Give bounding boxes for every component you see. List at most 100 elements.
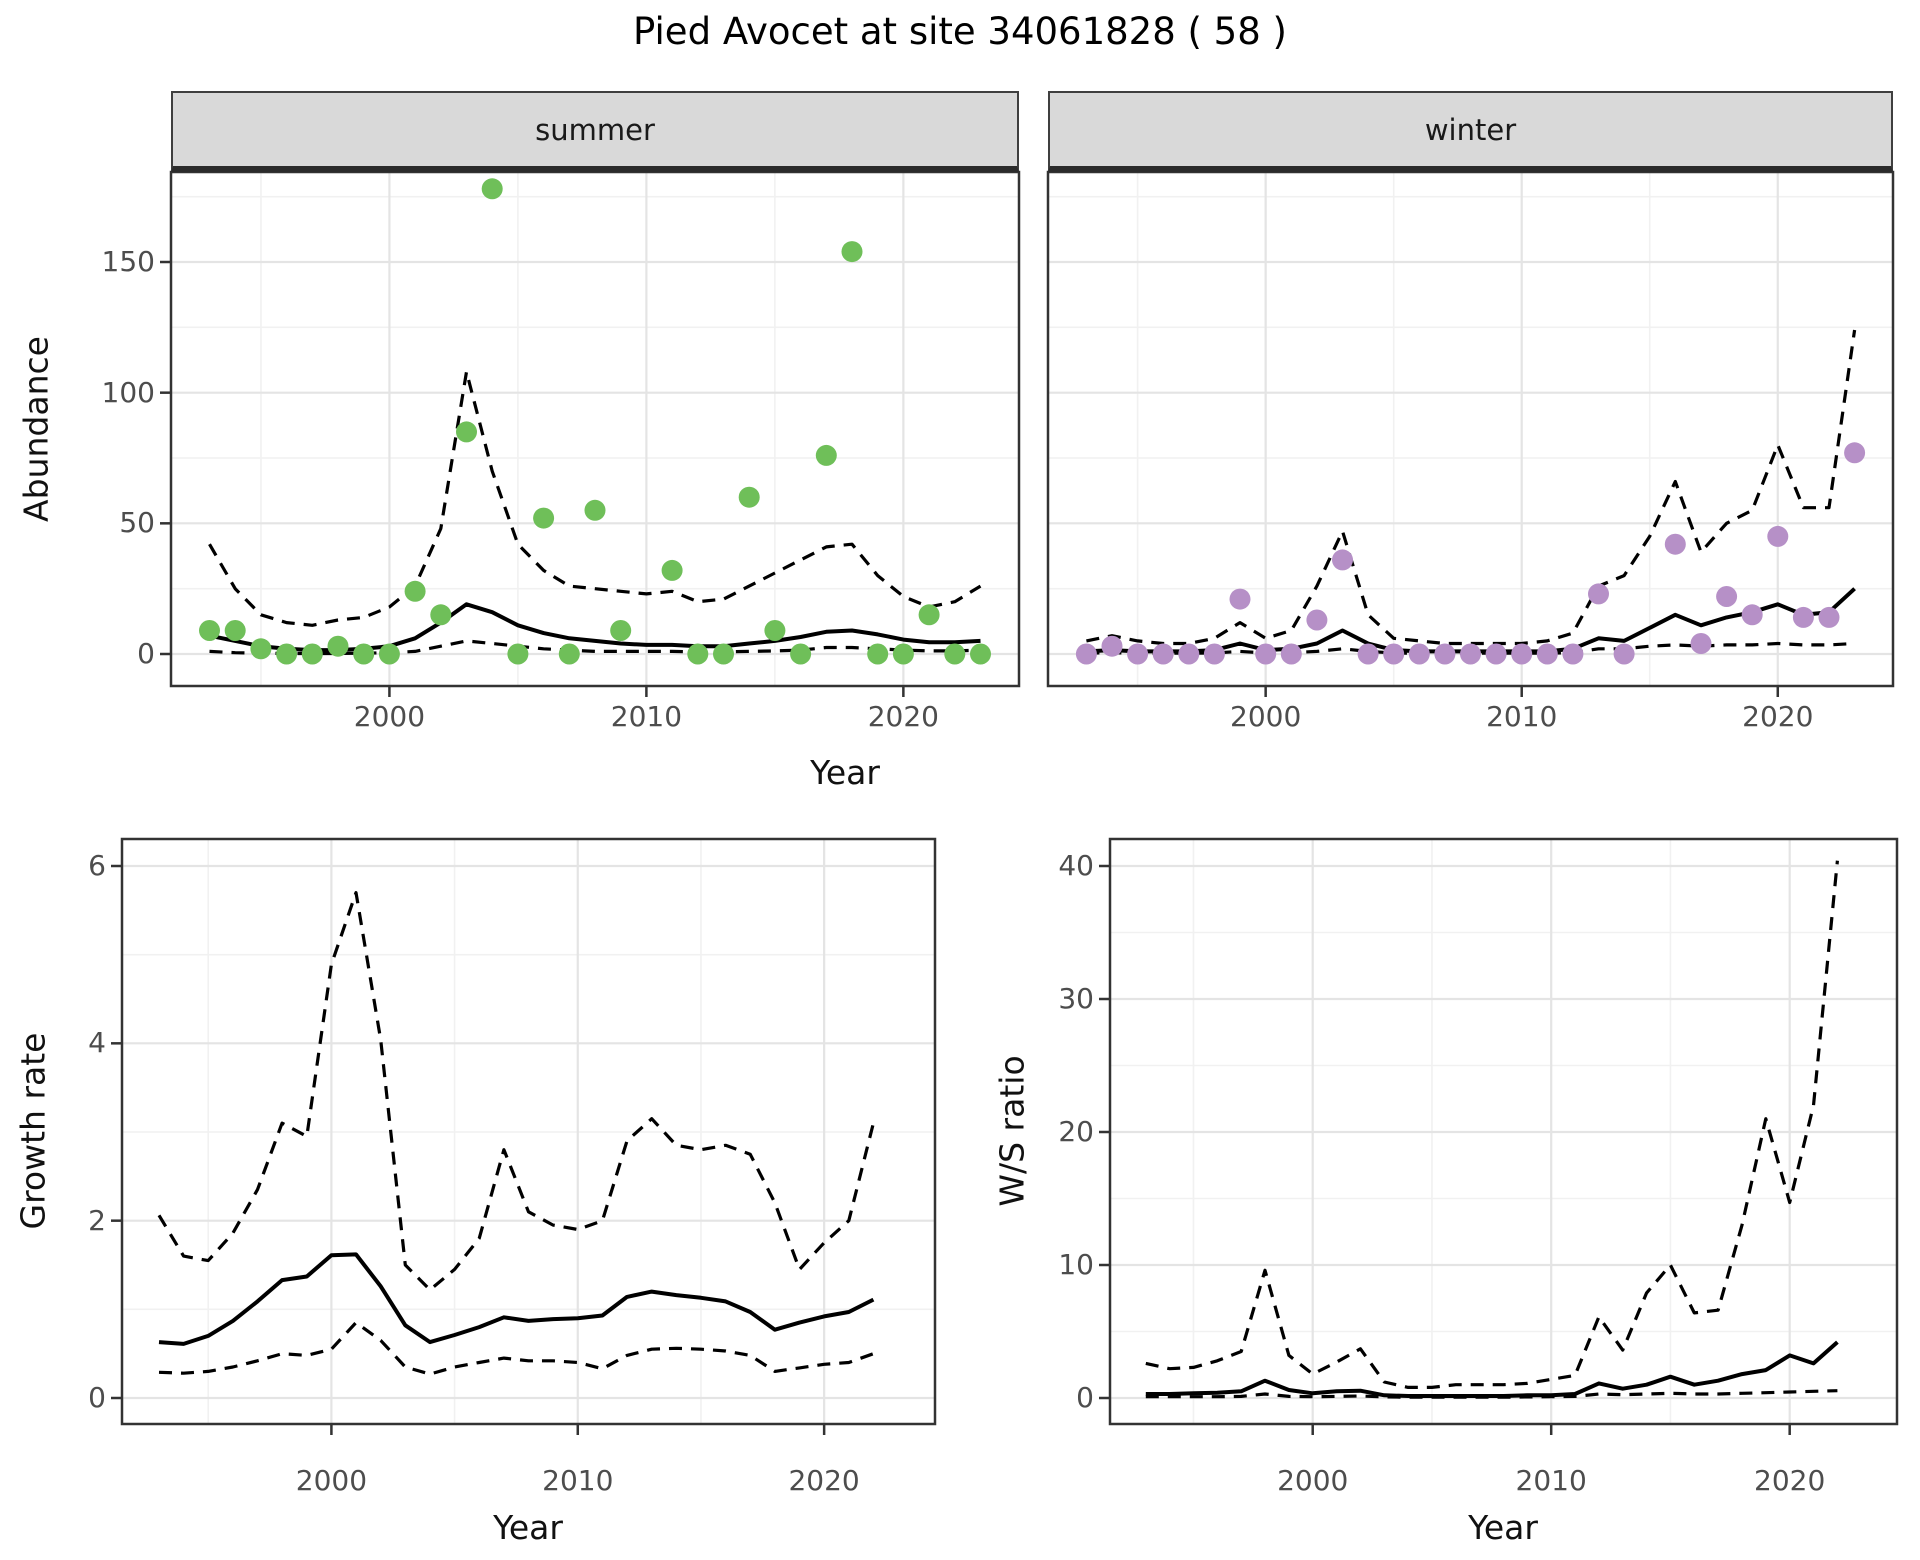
observation-dot-summer-1998: [327, 635, 349, 657]
median-line: [158, 1252, 875, 1346]
observation-dot-winter-1999: [1229, 588, 1251, 610]
observation-dot-winter-2008: [1460, 643, 1481, 665]
observation-dot-winter-2021: [1792, 606, 1814, 628]
observation-dot-summer-1993: [199, 620, 220, 641]
observation-dot-summer-1999: [353, 643, 375, 665]
observation-dot-summer-2000: [378, 643, 400, 665]
observation-dot-summer-2009: [610, 620, 632, 641]
observation-dot-summer-1994: [224, 620, 246, 641]
observation-dot-summer-2020: [892, 643, 914, 665]
observation-dot-winter-2005: [1383, 643, 1405, 665]
observation-dot-winter-2006: [1408, 643, 1430, 665]
observation-dot-winter-2019: [1741, 604, 1763, 626]
observation-dot-winter-2010: [1511, 643, 1533, 665]
panel-border: [169, 170, 1021, 688]
observation-dot-summer-2017: [815, 444, 837, 466]
panel-background: [1048, 172, 1893, 686]
y-tick-label: 100: [101, 375, 155, 409]
observation-dot-winter-2001: [1280, 643, 1302, 665]
observation-dot-winter-2009: [1485, 643, 1507, 665]
x-tick-label: 2020: [1742, 700, 1814, 733]
observation-dot-winter-1996: [1152, 643, 1174, 665]
y-tick-label: 0: [137, 637, 155, 670]
y-tick-label: 2: [88, 1203, 106, 1237]
panel-border: [1108, 837, 1899, 1426]
observation-dot-winter-2022: [1818, 606, 1840, 628]
observation-dot-summer-2013: [713, 643, 734, 665]
observation-dot-summer-2001: [404, 580, 426, 602]
y-tick-label: 150: [101, 245, 155, 278]
observation-dot-summer-2019: [867, 643, 889, 665]
observation-dot-summer-2023: [970, 643, 991, 665]
observation-dot-summer-2004: [481, 178, 503, 200]
observation-dot-summer-2006: [533, 507, 555, 529]
observation-dot-summer-2014: [738, 486, 760, 508]
observation-dot-winter-1993: [1075, 643, 1097, 665]
plot-title: Pied Avocet at site 34061828 ( 58 ): [633, 10, 1287, 53]
ci-upper-line: [1086, 329, 1857, 646]
observation-dot-summer-1995: [250, 638, 272, 660]
observation-dot-winter-2017: [1690, 633, 1712, 654]
x-axis-title-year-ws: Year: [1468, 1508, 1538, 1547]
x-tick-label: 2000: [353, 700, 426, 733]
y-tick-label: 6: [88, 848, 106, 882]
y-tick-label: 10: [1058, 1248, 1094, 1281]
x-tick-label: 2000: [295, 1464, 368, 1497]
observation-dot-winter-2000: [1255, 643, 1277, 665]
ci-upper-line: [1145, 860, 1839, 1390]
observation-dot-summer-2008: [584, 499, 606, 521]
observation-dot-winter-1994: [1101, 635, 1123, 657]
observation-dot-winter-2011: [1536, 643, 1558, 665]
y-tick-label: 30: [1058, 982, 1094, 1015]
observation-dot-winter-2023: [1844, 442, 1866, 464]
y-tick-label: 20: [1058, 1115, 1094, 1148]
x-tick-label: 2020: [1754, 1464, 1826, 1497]
x-tick-label: 2000: [1230, 700, 1302, 733]
y-tick-label: 40: [1058, 849, 1094, 882]
observation-dot-summer-2002: [430, 604, 452, 626]
x-tick-label: 2010: [1515, 1464, 1587, 1497]
facet-strip-summer-label: summer: [535, 112, 655, 147]
observation-dot-summer-2007: [558, 643, 580, 665]
facet-strip-winter-label: winter: [1424, 112, 1517, 147]
x-tick-label: 2000: [1277, 1464, 1349, 1497]
observation-dot-winter-1995: [1127, 643, 1149, 665]
observation-dot-summer-2022: [944, 643, 966, 665]
observation-dot-summer-2015: [764, 620, 786, 641]
observation-dot-winter-2007: [1434, 643, 1456, 665]
x-tick-label: 2020: [788, 1464, 860, 1497]
observation-dot-summer-2011: [661, 559, 683, 581]
facet-strip-winter: winter: [1048, 91, 1893, 172]
x-axis-title-year-growth: Year: [493, 1508, 563, 1547]
observation-dot-winter-1997: [1178, 643, 1200, 665]
y-tick-label: 0: [88, 1381, 106, 1414]
panel-border: [120, 837, 937, 1426]
panel-background: [171, 172, 1019, 686]
observation-dot-winter-1998: [1203, 643, 1225, 665]
observation-dot-summer-2012: [687, 643, 709, 665]
y-tick-label: 4: [88, 1026, 106, 1060]
observation-dot-winter-2002: [1306, 609, 1328, 631]
observation-dot-summer-1997: [301, 643, 323, 665]
x-tick-label: 2020: [867, 700, 939, 733]
y-tick-label: 0: [1076, 1381, 1094, 1414]
observation-dot-winter-2014: [1613, 643, 1635, 665]
observation-dot-summer-1996: [276, 643, 298, 665]
y-tick-label: 50: [119, 506, 155, 540]
observation-dot-summer-2005: [507, 643, 529, 665]
x-tick-label: 2010: [610, 700, 683, 733]
observation-dot-winter-2013: [1588, 583, 1609, 605]
x-tick-label: 2010: [1486, 700, 1558, 733]
observation-dot-winter-2018: [1716, 586, 1738, 607]
observation-dot-summer-2003: [456, 421, 477, 443]
ci-lower-line: [209, 639, 981, 656]
observation-dot-summer-2021: [918, 604, 940, 626]
observation-dot-winter-2016: [1664, 533, 1686, 555]
x-axis-title-year-top: Year: [810, 753, 880, 792]
ci-lower-line: [1145, 1389, 1838, 1399]
median-line: [1145, 1340, 1839, 1398]
ci-upper-line: [208, 370, 982, 627]
observation-dot-winter-2004: [1357, 643, 1379, 665]
